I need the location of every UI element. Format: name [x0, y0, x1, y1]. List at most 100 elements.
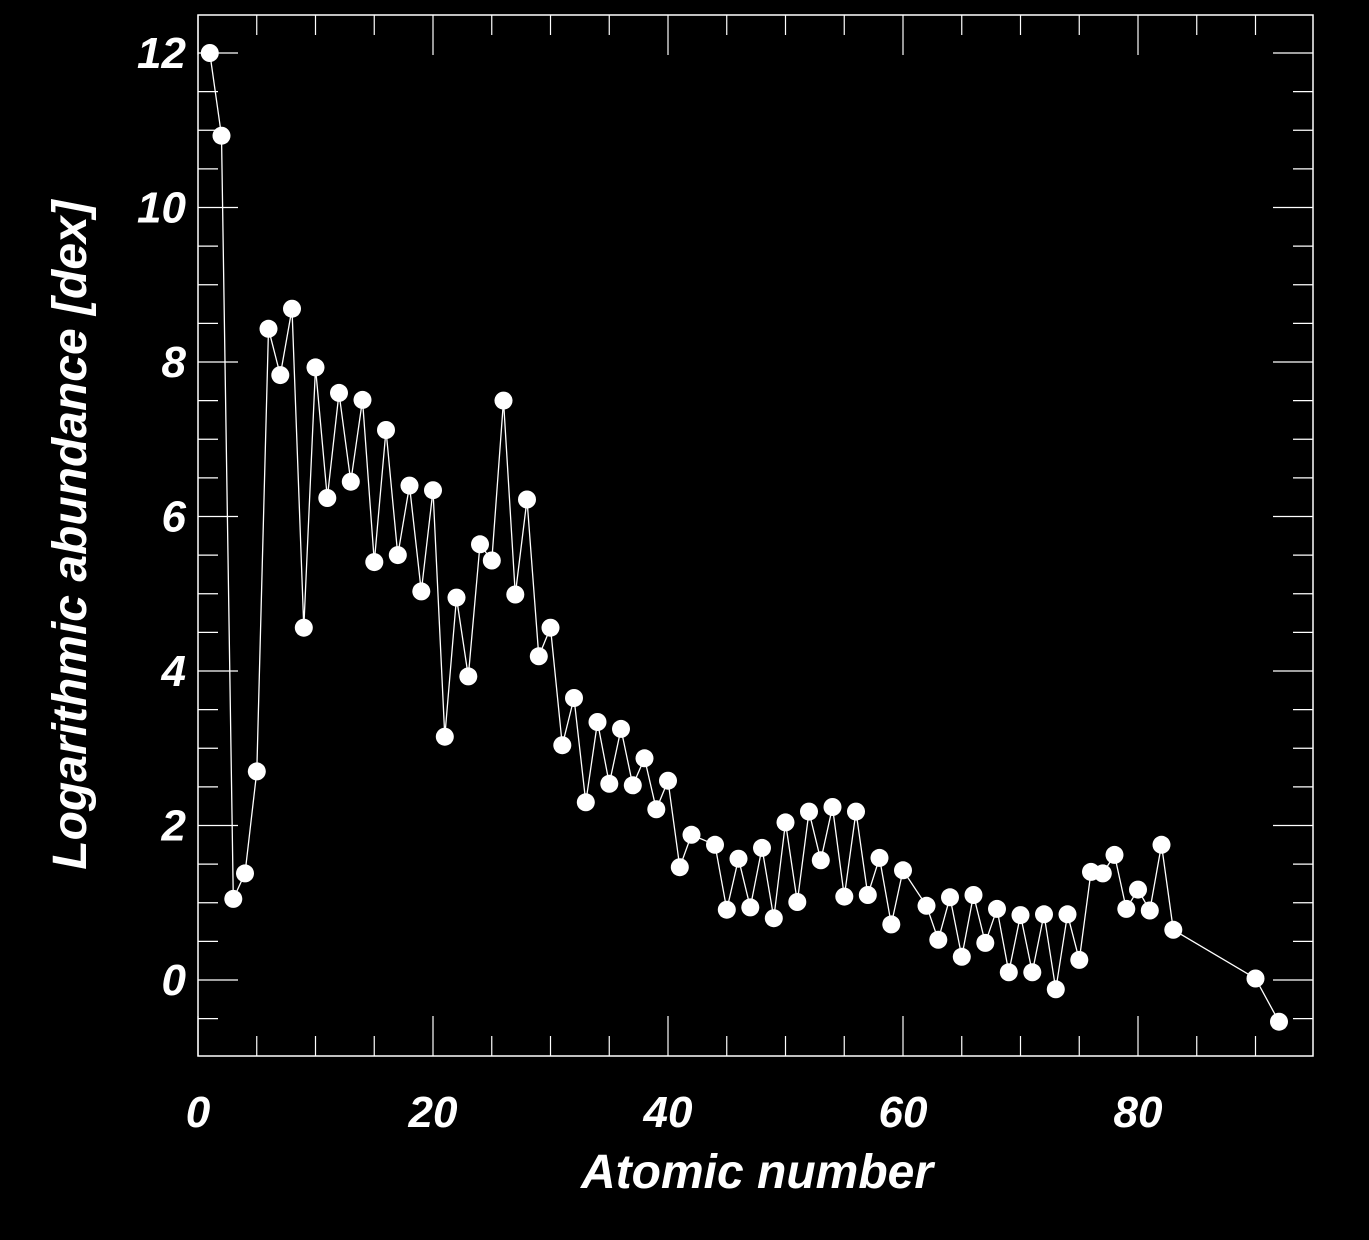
data-point — [600, 774, 619, 793]
data-point — [377, 421, 395, 439]
data-point — [659, 771, 677, 790]
data-point — [623, 776, 642, 795]
data-point — [1129, 880, 1147, 899]
data-point — [1011, 906, 1030, 925]
data-point — [741, 898, 760, 917]
data-point — [999, 963, 1018, 982]
data-point — [835, 887, 854, 906]
data-point — [823, 798, 842, 816]
data-point — [200, 44, 219, 62]
x-tick-label: 80 — [1114, 1088, 1163, 1137]
data-point — [1140, 901, 1159, 920]
data-point — [400, 476, 419, 495]
data-point — [682, 825, 701, 844]
data-point — [412, 582, 431, 601]
data-point — [811, 851, 830, 870]
data-point — [212, 126, 231, 145]
data-point — [318, 489, 337, 507]
x-tick-label: 0 — [186, 1088, 211, 1137]
data-point — [1246, 969, 1265, 988]
y-tick-label: 12 — [137, 29, 186, 78]
y-tick-label: 4 — [161, 647, 186, 696]
data-point — [870, 848, 889, 867]
data-point — [706, 835, 724, 854]
data-point — [976, 933, 995, 952]
data-point — [1023, 963, 1042, 982]
data-point — [1164, 920, 1183, 939]
abundance-series-points — [200, 44, 1288, 1031]
data-point — [565, 689, 583, 707]
x-axis-title: Atomic number — [580, 1146, 935, 1199]
data-point — [635, 749, 654, 768]
data-point — [283, 299, 301, 318]
data-point — [764, 909, 783, 928]
data-point — [1105, 845, 1124, 864]
data-point — [506, 585, 525, 604]
data-point — [988, 899, 1006, 918]
data-point — [435, 727, 454, 746]
data-point — [1117, 899, 1136, 918]
data-point — [1046, 980, 1065, 999]
y-axis-title: Logarithmic abundance [dex] — [44, 198, 97, 869]
data-point — [800, 802, 818, 821]
data-point — [471, 535, 489, 554]
data-point — [247, 762, 266, 781]
data-point — [647, 800, 666, 819]
data-point — [929, 930, 948, 949]
x-tick-label: 60 — [879, 1088, 928, 1137]
data-point — [447, 588, 466, 607]
data-point — [541, 618, 560, 637]
data-point — [424, 481, 442, 500]
data-point — [858, 886, 877, 904]
y-tick-labels: 0 2 4 6 8 10 12 — [137, 29, 186, 1005]
data-point — [353, 390, 372, 409]
data-point — [717, 900, 736, 919]
data-point — [306, 358, 325, 377]
data-point — [753, 838, 771, 857]
y-tick-label: 6 — [162, 493, 187, 542]
y-tick-label: 8 — [162, 338, 187, 387]
data-point — [1270, 1012, 1288, 1031]
data-point — [1070, 950, 1089, 969]
data-point — [1035, 905, 1053, 924]
data-point — [576, 793, 595, 812]
data-point — [612, 719, 630, 738]
data-point — [847, 802, 865, 821]
data-point — [553, 736, 572, 755]
data-point — [365, 553, 384, 572]
plot-frame — [197, 14, 1314, 1057]
data-point — [776, 813, 795, 832]
data-point — [788, 893, 807, 911]
data-point — [482, 551, 501, 570]
data-point — [729, 849, 748, 868]
x-tick-labels: 0 20 40 60 80 — [186, 1088, 1163, 1137]
data-point — [670, 858, 689, 877]
data-point — [1058, 905, 1077, 924]
data-point — [529, 647, 548, 666]
data-point — [917, 896, 936, 915]
data-point — [236, 864, 254, 883]
data-point — [1152, 835, 1171, 854]
y-tick-label: 10 — [137, 184, 186, 233]
x-tick-label: 20 — [408, 1088, 458, 1137]
data-point — [894, 861, 912, 880]
data-point — [259, 319, 278, 338]
minor-ticks — [198, 15, 1313, 1056]
data-point — [882, 915, 901, 934]
x-tick-label: 40 — [643, 1088, 693, 1137]
data-point — [271, 366, 290, 385]
data-point — [518, 490, 536, 509]
data-point — [941, 888, 959, 907]
major-ticks — [197, 15, 1313, 1056]
data-point — [459, 667, 478, 686]
y-tick-label: 0 — [162, 956, 187, 1005]
data-point — [588, 713, 607, 731]
data-point — [964, 886, 983, 904]
data-point — [494, 391, 513, 410]
data-point — [294, 618, 313, 637]
data-point — [341, 472, 360, 491]
data-point — [952, 947, 971, 966]
data-point — [224, 889, 243, 908]
